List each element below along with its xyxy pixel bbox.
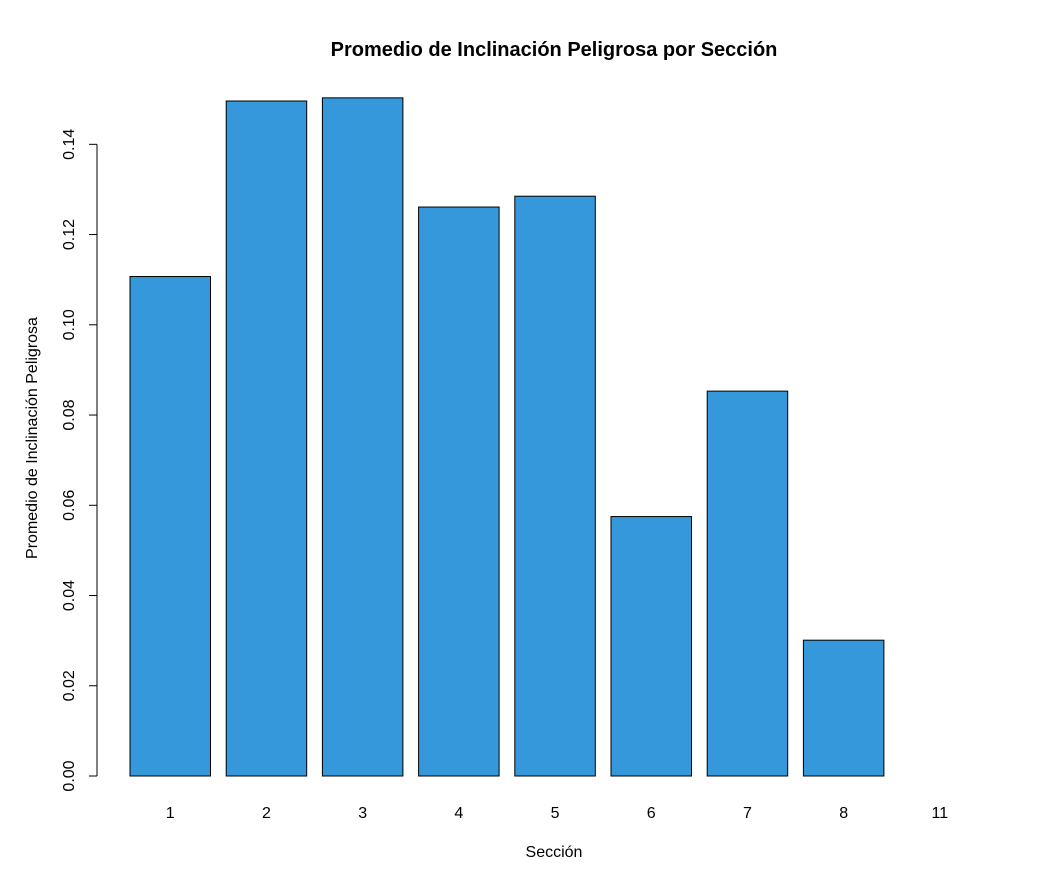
x-axis-label: Sección bbox=[526, 844, 583, 861]
bar-seccion-5 bbox=[514, 195, 596, 777]
y-tick-label: 0.00 bbox=[61, 760, 78, 791]
y-tick-label: 0.06 bbox=[61, 490, 78, 521]
x-tick-labels: 1 2 3 4 5 6 7 8 11 bbox=[166, 805, 948, 822]
x-tick-label: 7 bbox=[743, 805, 752, 822]
y-axis-label: Promedio de Inclinación Peligrosa bbox=[24, 317, 41, 559]
bar-seccion-1 bbox=[129, 276, 211, 777]
x-tick-label: 6 bbox=[647, 805, 656, 822]
bar-seccion-8 bbox=[802, 639, 885, 777]
x-tick-label: 11 bbox=[932, 805, 949, 822]
y-tick-label: 0.02 bbox=[61, 670, 78, 701]
x-tick-label: 4 bbox=[454, 805, 463, 822]
chart-title: Promedio de Inclinación Peligrosa por Se… bbox=[331, 39, 778, 61]
x-tick-label: 1 bbox=[166, 805, 175, 822]
x-tick-label: 2 bbox=[262, 805, 271, 822]
bar-seccion-2 bbox=[225, 100, 308, 777]
x-tick-label: 8 bbox=[839, 805, 848, 822]
y-tick-label: 0.08 bbox=[61, 399, 78, 430]
bar-seccion-4 bbox=[418, 206, 500, 777]
y-tick-label: 0.10 bbox=[61, 309, 78, 340]
bar-seccion-3 bbox=[321, 97, 404, 777]
bars-group bbox=[129, 97, 885, 777]
y-axis: 0.00 0.02 0.04 0.06 0.08 0.10 0.12 0.14 bbox=[61, 129, 98, 792]
bar-seccion-7 bbox=[706, 390, 789, 777]
y-tick-label: 0.14 bbox=[61, 129, 78, 160]
bar-seccion-6 bbox=[610, 516, 692, 777]
y-tick-label: 0.12 bbox=[61, 219, 78, 250]
x-tick-label: 3 bbox=[358, 805, 367, 822]
y-tick-label: 0.04 bbox=[61, 580, 78, 611]
x-tick-label: 5 bbox=[551, 805, 560, 822]
